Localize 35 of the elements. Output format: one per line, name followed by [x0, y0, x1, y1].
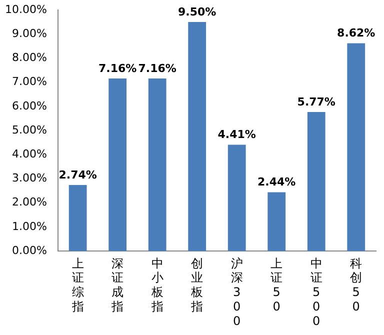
bar	[228, 144, 246, 251]
x-tick-label: 科创50	[350, 256, 362, 314]
data-label: 5.77%	[297, 95, 336, 108]
x-tick-label: 深证成指	[110, 256, 124, 314]
x-tick-label: 沪深300	[230, 256, 243, 328]
y-tick-label: 8.00%	[12, 51, 47, 64]
x-tick-label: 上证50	[270, 256, 283, 314]
bar	[108, 78, 127, 251]
y-tick-label: 6.00%	[12, 99, 47, 112]
data-label: 7.16%	[138, 62, 176, 75]
data-label: 4.41%	[218, 128, 256, 142]
y-tick-label: 5.00%	[12, 123, 47, 136]
bar	[268, 192, 286, 251]
data-label: 2.44%	[258, 176, 296, 189]
x-tick-label: 创业板指	[190, 256, 204, 314]
y-tick-label: 2.00%	[12, 196, 47, 209]
y-tick-label: 10.00%	[4, 2, 47, 16]
bar	[148, 78, 166, 251]
data-label: 7.16%	[98, 62, 137, 75]
y-tick-label: 1.00%	[12, 220, 47, 233]
y-tick-label: 0.00%	[12, 244, 47, 257]
bar	[307, 112, 326, 251]
bar	[347, 43, 366, 251]
y-tick-label: 3.00%	[12, 172, 47, 185]
x-tick-label: 上证综指	[70, 256, 84, 314]
x-tick-label: 中小板指	[150, 256, 164, 314]
x-tick-label: 中证500	[310, 256, 322, 328]
y-tick-label: 7.00%	[12, 75, 47, 88]
data-label: 9.50%	[178, 5, 216, 18]
data-label: 2.74%	[58, 168, 97, 182]
y-tick-label: 9.00%	[12, 26, 47, 40]
bar	[188, 22, 206, 251]
data-label: 8.62%	[337, 26, 376, 40]
bar	[68, 184, 87, 251]
y-tick-label: 4.00%	[12, 147, 47, 160]
